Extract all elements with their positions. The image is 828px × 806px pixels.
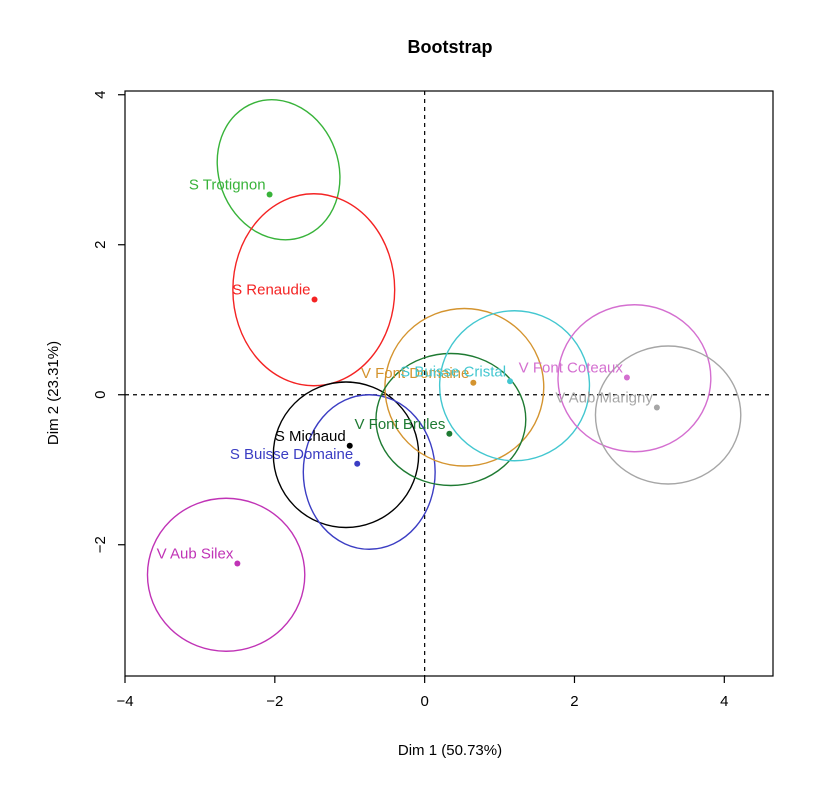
data-point: [653, 404, 660, 411]
point-label: V Aub Silex: [157, 546, 234, 563]
x-tick-label: −2: [266, 693, 283, 710]
data-point: [346, 442, 353, 449]
x-tick-label: 0: [420, 693, 428, 710]
data-point: [311, 296, 318, 303]
y-axis-label: Dim 2 (23.31%): [45, 341, 62, 445]
confidence-ellipse: [375, 352, 527, 487]
confidence-ellipse: [146, 497, 306, 652]
point-label: S Renaudie: [232, 282, 310, 299]
confidence-ellipse: [232, 193, 396, 387]
plot-frame: [124, 90, 774, 677]
point-label: S Michaud: [275, 428, 346, 445]
point-label: S Buisse Cristal: [400, 363, 506, 380]
point-label: S Trotignon: [189, 177, 266, 194]
data-point: [507, 378, 514, 385]
confidence-ellipse: [302, 394, 436, 550]
y-tick-label: 4: [92, 91, 109, 99]
data-point: [446, 430, 453, 437]
x-tick-label: −4: [116, 693, 133, 710]
point-label: V Font Domaine: [361, 365, 469, 382]
confidence-ellipse: [272, 381, 420, 529]
y-tick-label: 0: [92, 391, 109, 399]
x-tick-label: 4: [720, 693, 728, 710]
data-point: [234, 560, 241, 567]
plot-area: −4 −2 0 2 4 −2 0 2 4 S Trotignon S Renaudie S Micha…: [92, 90, 774, 710]
data-point: [623, 374, 630, 381]
point-label: V Aub Marigny: [555, 390, 653, 407]
data-point: [266, 191, 273, 198]
chart-title: Bootstrap: [408, 37, 493, 57]
data-point: [354, 460, 361, 467]
x-axis-label: Dim 1 (50.73%): [398, 742, 502, 759]
y-tick-label: −2: [92, 536, 109, 553]
point-label: V Font Coteaux: [519, 360, 624, 377]
point-label: S Buisse Domaine: [230, 446, 353, 463]
confidence-ellipse: [557, 304, 712, 453]
data-point: [470, 379, 477, 386]
confidence-ellipse: [216, 99, 341, 241]
y-tick-label: 2: [92, 241, 109, 249]
point-label: V Font Brules: [354, 416, 445, 433]
confidence-ellipse: [594, 345, 742, 485]
confidence-ellipse: [438, 310, 591, 462]
x-tick-label: 2: [570, 693, 578, 710]
